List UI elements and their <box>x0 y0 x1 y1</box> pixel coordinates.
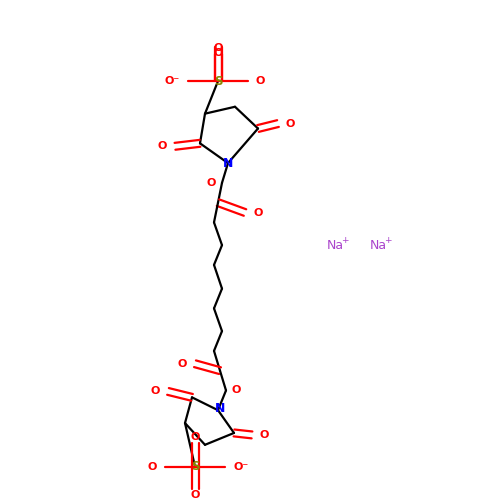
Text: O: O <box>286 118 296 128</box>
Text: +: + <box>384 236 392 244</box>
Text: O: O <box>232 386 241 396</box>
Text: O: O <box>214 44 222 54</box>
Text: O: O <box>190 432 200 442</box>
Text: O⁻: O⁻ <box>233 462 248 471</box>
Text: O: O <box>148 462 157 471</box>
Text: O: O <box>178 359 187 369</box>
Text: O: O <box>206 178 216 188</box>
Text: O: O <box>158 142 167 152</box>
Text: O⁻: O⁻ <box>165 76 180 86</box>
Text: O: O <box>150 386 160 396</box>
Text: O: O <box>214 48 222 58</box>
Text: O: O <box>253 208 262 218</box>
Text: S: S <box>214 74 222 88</box>
Text: Na: Na <box>326 238 344 252</box>
Text: O: O <box>190 490 200 500</box>
Text: +: + <box>341 236 349 244</box>
Text: O: O <box>256 76 266 86</box>
Text: N: N <box>223 156 233 170</box>
Text: Na: Na <box>370 238 386 252</box>
Text: N: N <box>215 402 225 414</box>
Text: O: O <box>260 430 270 440</box>
Text: S: S <box>191 460 199 473</box>
